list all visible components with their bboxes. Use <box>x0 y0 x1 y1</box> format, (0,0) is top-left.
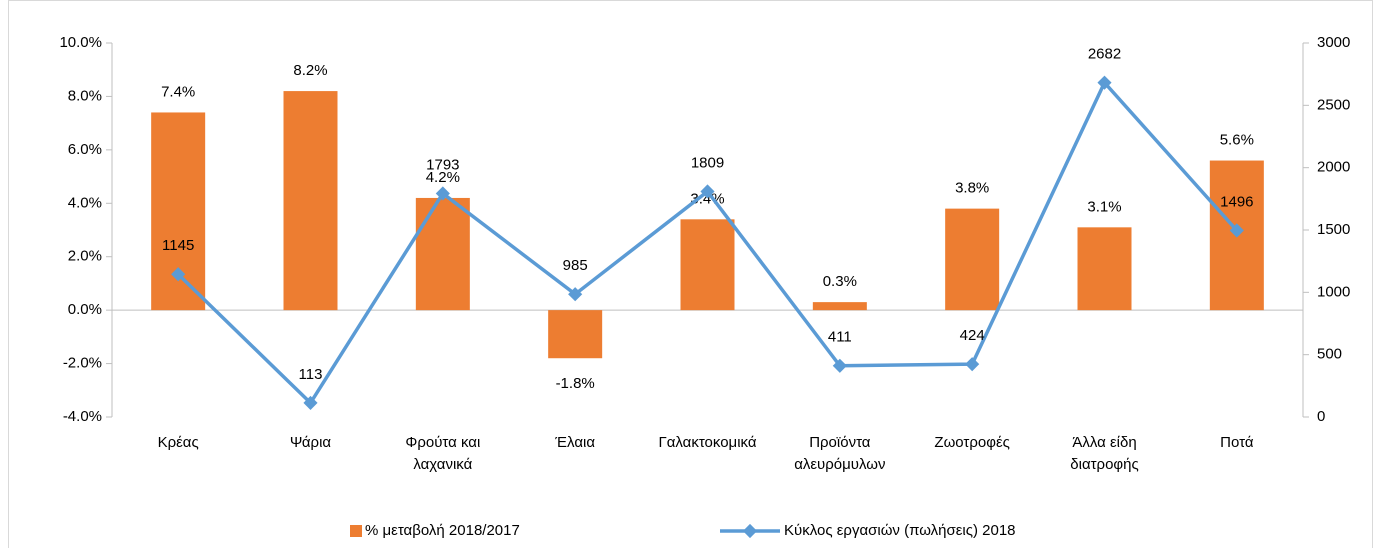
line-marker <box>435 186 450 201</box>
bar-value-label: 4.2% <box>426 169 460 186</box>
legend-label: Κύκλος εργασιών (πωλήσεις) 2018 <box>784 522 1016 539</box>
y2-tick-label: 500 <box>1317 346 1342 363</box>
line-value-label: 1793 <box>426 156 459 173</box>
legend-swatch <box>742 523 758 539</box>
x-tick-label: Έλαια <box>555 434 596 451</box>
line-marker <box>1229 223 1244 238</box>
x-tick-label: Ψάρια <box>289 434 332 451</box>
line-marker <box>303 395 318 410</box>
y-tick-label: 6.0% <box>68 141 102 158</box>
y-tick-label: 4.0% <box>68 194 102 211</box>
bar <box>548 310 603 359</box>
y2-tick-label: 1500 <box>1317 221 1350 238</box>
bar-value-label: -1.8% <box>556 375 595 392</box>
line-marker <box>1097 75 1112 90</box>
x-tick-label: Κρέας <box>157 434 199 451</box>
bar <box>680 219 735 311</box>
x-tick-label: Φρούτα και λαχανικά <box>405 434 481 473</box>
bar-value-label: 3.1% <box>1087 198 1121 215</box>
bar <box>415 197 470 311</box>
bar <box>812 302 867 311</box>
line-marker <box>171 267 186 282</box>
line-value-label: 2682 <box>1088 46 1121 63</box>
line-value-label: 1496 <box>1220 193 1253 210</box>
line-value-label: 1809 <box>691 154 724 171</box>
x-tick-label: Ζωοτροφές <box>934 434 1010 451</box>
line-marker <box>568 287 583 302</box>
y-tick-label: 2.0% <box>68 248 102 265</box>
y2-tick-label: 0 <box>1317 408 1325 425</box>
legend-swatch <box>350 525 362 537</box>
line-value-label: 411 <box>828 329 852 346</box>
line-value-label: 985 <box>563 257 588 274</box>
bar-value-label: 3.8% <box>955 180 989 197</box>
x-tick-label: Ποτά <box>1220 434 1254 451</box>
line-marker <box>832 358 847 373</box>
line-marker <box>700 184 715 199</box>
y2-tick-label: 2500 <box>1317 96 1350 113</box>
bar-value-label: 5.6% <box>1220 132 1254 149</box>
line-value-label: 113 <box>299 366 323 383</box>
y2-tick-label: 1000 <box>1317 283 1350 300</box>
bar <box>945 208 1000 311</box>
y-tick-label: 0.0% <box>68 301 102 318</box>
y2-tick-label: 3000 <box>1317 34 1350 51</box>
y-tick-label: 10.0% <box>59 34 102 51</box>
y-tick-label: -2.0% <box>63 355 102 372</box>
line-marker <box>965 357 980 372</box>
bar <box>283 91 338 311</box>
x-tick-label: Γαλακτοκομικά <box>658 434 757 451</box>
y-tick-label: -4.0% <box>63 408 102 425</box>
bar-value-label: 8.2% <box>293 62 327 79</box>
bar <box>1077 227 1132 311</box>
legend-label: % μεταβολή 2018/2017 <box>365 522 520 539</box>
bar-value-label: 7.4% <box>161 83 195 100</box>
y-tick-label: 8.0% <box>68 87 102 104</box>
line-value-label: 1145 <box>162 237 194 254</box>
x-tick-label: Άλλα είδη διατροφής <box>1070 434 1139 473</box>
x-tick-label: Προϊόντα αλευρόμυλων <box>794 434 886 473</box>
bar-value-label: 0.3% <box>823 273 857 290</box>
y2-tick-label: 2000 <box>1317 159 1350 176</box>
line-value-label: 424 <box>960 327 985 344</box>
